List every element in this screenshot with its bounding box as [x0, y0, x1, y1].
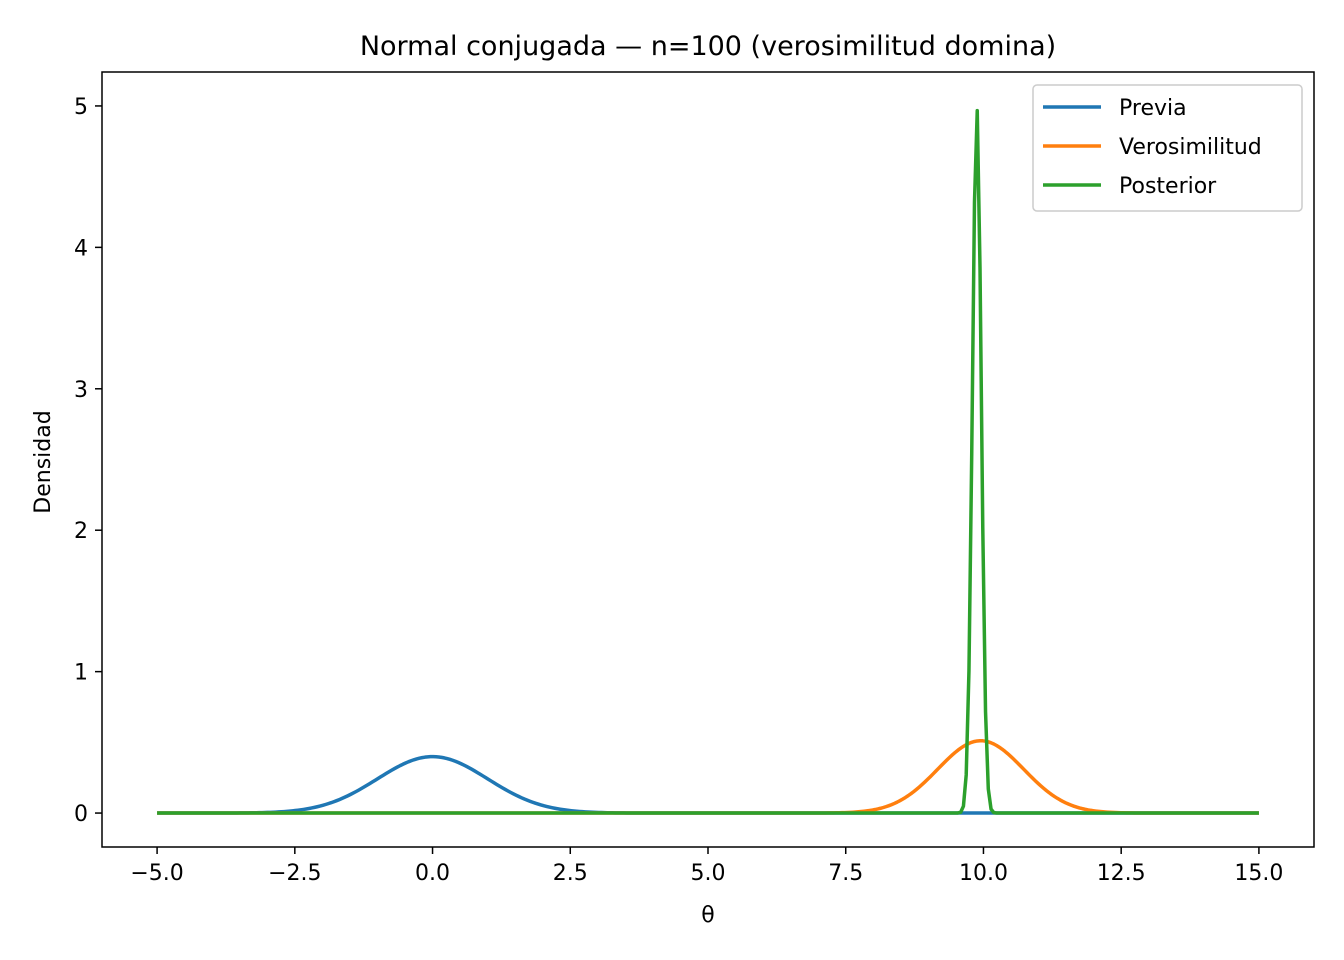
legend-label: Verosimilitud [1119, 135, 1262, 160]
y-tick-label: 4 [74, 236, 88, 261]
legend: Previa Verosimilitud Posterior [1032, 84, 1303, 212]
series-line-posterior [157, 108, 1259, 815]
x-tick-label: 15.0 [1234, 861, 1283, 886]
chart-title: Normal conjugada — n=100 (verosimilitud … [360, 31, 1056, 62]
x-tick-label: 12.5 [1097, 861, 1146, 886]
y-tick-label: 5 [74, 95, 88, 120]
x-tick-label: 7.5 [828, 861, 863, 886]
x-tick-label: −5.0 [130, 861, 183, 886]
x-tick-label: 10.0 [959, 861, 1008, 886]
plot-area [157, 108, 1259, 815]
y-tick-label: 2 [74, 519, 88, 544]
x-axis-label: θ [701, 903, 714, 928]
y-tick-label: 1 [74, 661, 88, 686]
series-line-verosimilitud [157, 738, 1259, 815]
y-tick-label: 0 [74, 802, 88, 827]
series-line-previa [157, 754, 1259, 815]
x-tick-label: 5.0 [691, 861, 726, 886]
legend-label: Posterior [1119, 174, 1217, 199]
y-axis-label: Densidad [31, 410, 56, 513]
y-axis: 0 1 2 3 4 5 [74, 95, 102, 827]
legend-frame [1032, 84, 1303, 212]
x-tick-label: 2.5 [553, 861, 588, 886]
x-tick-label: 0.0 [415, 861, 450, 886]
legend-label: Previa [1119, 96, 1187, 121]
x-tick-label: −2.5 [268, 861, 321, 886]
x-axis: −5.0 −2.5 0.0 2.5 5.0 7.5 10.0 12.5 15.0 [130, 847, 1283, 886]
y-tick-label: 3 [74, 378, 88, 403]
